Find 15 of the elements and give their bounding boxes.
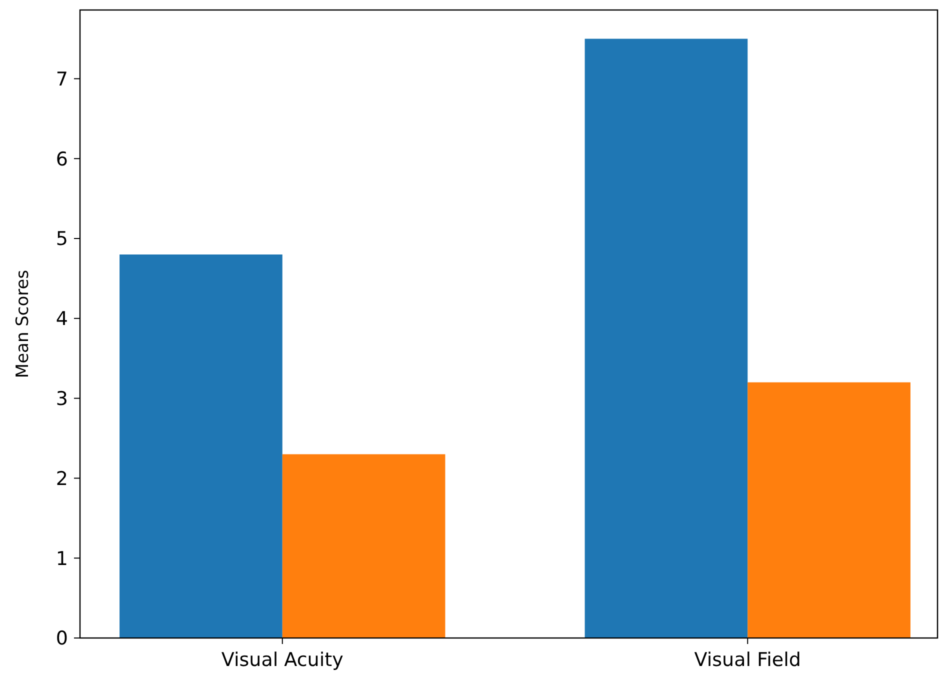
bar: [120, 254, 282, 638]
y-tick-label: 4: [56, 308, 68, 330]
x-tick-label: Visual Field: [694, 649, 801, 671]
y-tick-label: 1: [56, 548, 68, 570]
y-axis-title: Mean Scores: [13, 270, 33, 378]
y-tick-label: 3: [56, 388, 68, 410]
x-tick-label: Visual Acuity: [221, 649, 344, 671]
y-tick-label: 2: [56, 468, 68, 490]
bar: [584, 38, 748, 638]
y-tick-label: 6: [56, 148, 68, 170]
y-tick-label: 5: [56, 228, 68, 250]
y-tick-label: 7: [56, 68, 68, 90]
bar: [748, 382, 910, 638]
y-tick-label: 0: [56, 628, 68, 650]
bar: [282, 454, 446, 638]
